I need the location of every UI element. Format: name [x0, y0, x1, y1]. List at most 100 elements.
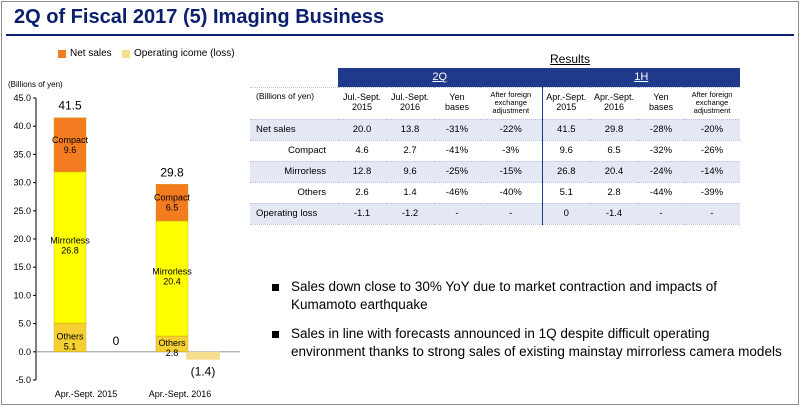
bullet-item: Sales down close to 30% YoY due to marke… [272, 278, 782, 313]
table-row: Others 2.6 1.4 -46% -40% 5.1 2.8 -44% -39% [250, 182, 740, 204]
table-cell: -25% [434, 161, 480, 183]
legend-net-sales: Net sales [58, 48, 112, 59]
table-header-columns: (Billions of yen) Jul.-Sept. 2015 Jul.-Sep… [250, 87, 740, 120]
column-header: Yen bases [434, 87, 480, 120]
table-cell: 20.0 [338, 119, 386, 141]
table-cell: -1.1 [338, 203, 386, 225]
table-cell: 26.8 [541, 161, 590, 183]
segment-label: Others [158, 338, 186, 348]
table-cell: 4.6 [338, 140, 386, 162]
table-cell: -46% [434, 182, 480, 204]
column-header: Jul.-Sept. 2016 [386, 87, 434, 120]
y-tick-label: 0.0 [18, 347, 31, 357]
table-cell: 13.8 [386, 119, 434, 141]
bar-segment [53, 117, 87, 173]
table-cell: -40% [480, 182, 542, 204]
y-tick-label: 40.0 [13, 121, 31, 131]
segment-label: Compact [154, 193, 191, 203]
table-cell: 2.7 [386, 140, 434, 162]
table-cell: 0 [541, 203, 590, 225]
bullet-text: Sales in line with forecasts announced i… [291, 326, 782, 359]
segment-label: 9.6 [64, 145, 77, 155]
table-cell: -26% [684, 140, 740, 162]
table-cell: - [480, 203, 542, 225]
total-label: 29.8 [160, 165, 184, 179]
table-row: Compact 4.6 2.7 -41% -3% 9.6 6.5 -32% -26% [250, 140, 740, 162]
table-cell: -3% [480, 140, 542, 162]
segment-label: 5.1 [64, 341, 77, 351]
table-row: Operating loss -1.1 -1.2- -0 -1.4- - [250, 203, 740, 225]
table-cell: 12.8 [338, 161, 386, 183]
column-header: Jul.-Sept. 2015 [338, 87, 386, 120]
table-cell: 2.8 [590, 182, 638, 204]
legend-label-operating: Operating icome (loss) [134, 48, 235, 59]
table-cell: -22% [480, 119, 542, 141]
table-cell: - [684, 203, 740, 225]
table-cell: 9.6 [541, 140, 590, 162]
row-label: Compact [250, 140, 338, 162]
table-cell: 1.4 [386, 182, 434, 204]
table-cell: 9.6 [386, 161, 434, 183]
segment-label: 20.4 [163, 276, 181, 286]
bullet-text: Sales down close to 30% YoY due to marke… [291, 279, 718, 312]
y-tick-label: 30.0 [13, 178, 31, 188]
bar-chart: 45.0 40.0 35.0 30.0 25.0 20.0 15.0 10.0 5.0 0.0 -5… [13, 93, 240, 399]
x-tick-label: Apr.-Sept. 2016 [149, 389, 212, 399]
legend-swatch-net-sales [58, 49, 66, 58]
table-unit-cell [250, 68, 338, 88]
column-header: Yen bases [638, 87, 684, 120]
table-cell: -15% [480, 161, 542, 183]
x-tick-label: Apr.-Sept. 2015 [55, 389, 118, 399]
operating-label: (1.4) [191, 365, 216, 379]
bullet-item: Sales in line with forecasts announced i… [272, 325, 782, 360]
legend-swatch-operating [122, 49, 130, 58]
y-tick-label: 20.0 [13, 234, 31, 244]
table-cell: - [434, 203, 480, 225]
bar-segment [155, 184, 189, 222]
table-cell: 41.5 [541, 119, 590, 141]
table-cell: -1.2 [386, 203, 434, 225]
bullet-list: Sales down close to 30% YoY due to marke… [272, 278, 782, 372]
column-header: After foreign exchange adjustment [684, 87, 740, 120]
row-label: Net sales [250, 119, 338, 141]
bullet-square-icon [272, 331, 279, 339]
column-header: Apr.-Sept. 2015 [541, 87, 590, 120]
bullet-square-icon [272, 284, 279, 291]
y-tick-label: 10.0 [13, 290, 31, 300]
column-header: After foreign exchange adjustment [480, 87, 542, 120]
table-cell: 6.5 [590, 140, 638, 162]
segment-label: 26.8 [61, 245, 79, 255]
y-tick-label: -5.0 [15, 375, 31, 385]
total-label: 41.5 [58, 99, 82, 113]
y-tick-label: 45.0 [13, 93, 31, 103]
page-title: 2Q of Fiscal 2017 (5) Imaging Business [14, 6, 385, 28]
table-cell: -31% [434, 119, 480, 141]
segment-label: 6.5 [166, 203, 179, 213]
table-row: Mirrorless 12.8 9.6 -25% -15% 26.8 20.4 -24% -14… [250, 161, 740, 183]
title-underline [6, 34, 794, 36]
segment-label: Mirrorless [152, 266, 192, 276]
table-unit: (Billions of yen) [250, 87, 338, 120]
table-cell: 5.1 [541, 182, 590, 204]
table-cell: -28% [638, 119, 684, 141]
table-cell: -24% [638, 161, 684, 183]
segment-label: 2.8 [166, 348, 179, 358]
segment-label: Mirrorless [50, 235, 90, 245]
header-2q: 2Q [338, 68, 542, 88]
legend-operating: Operating icome (loss) [122, 48, 235, 59]
segment-label: Compact [52, 135, 89, 145]
table-cell: 2.6 [338, 182, 386, 204]
legend-label-net-sales: Net sales [70, 48, 112, 59]
y-tick-label: 35.0 [13, 149, 31, 159]
table-row: Net sales 20.0 13.8 -31% -22% 41.5 29.8 -28% -20… [250, 119, 740, 141]
table-cell: 20.4 [590, 161, 638, 183]
results-table: 2Q 1H (Billions of yen) Jul.-Sept. 2015 Ju… [250, 68, 740, 225]
segment-label: Others [56, 331, 84, 341]
column-header: Apr.-Sept. 2016 [590, 87, 638, 120]
y-tick-label: 25.0 [13, 206, 31, 216]
y-tick-label: 5.0 [18, 319, 31, 329]
header-1h: 1H [541, 68, 740, 88]
chart-unit-label: (Billions of yen) [8, 80, 63, 89]
operating-label: 0 [113, 334, 120, 348]
